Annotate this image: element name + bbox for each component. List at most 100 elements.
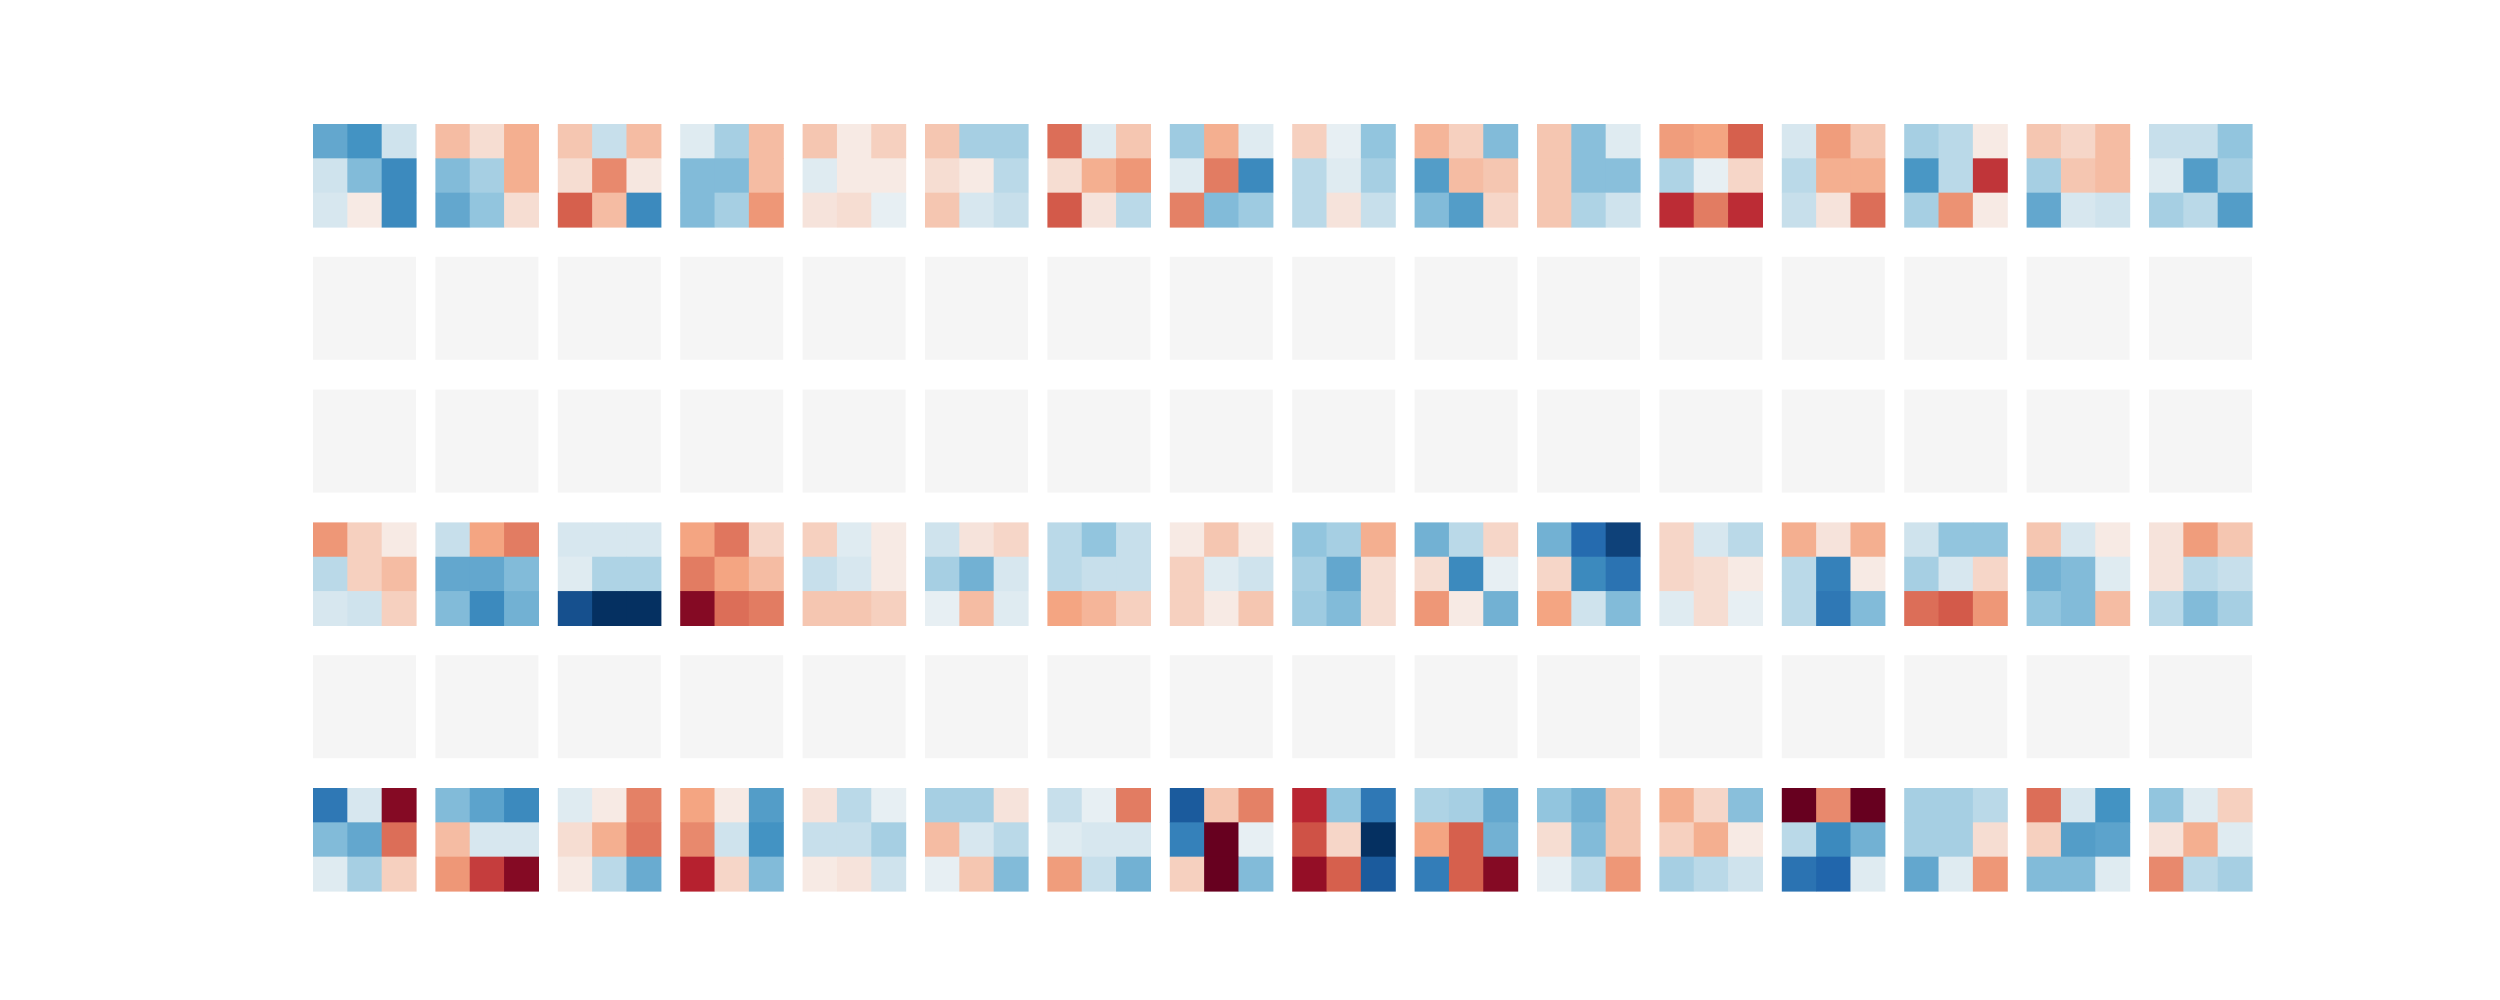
kernel-panel-r2-c13 — [1904, 389, 2008, 493]
heatmap-cell — [1728, 522, 1763, 558]
heatmap-cell — [1904, 556, 1940, 592]
heatmap-cell — [714, 192, 750, 228]
heatmap-cell — [993, 192, 1029, 228]
heatmap-cell — [836, 124, 872, 159]
heatmap-cell — [1448, 822, 1484, 858]
heatmap-cell — [381, 788, 417, 823]
heatmap-cell — [1448, 158, 1484, 194]
kernel-panel-r1-c14 — [2026, 256, 2130, 360]
heatmap-cell — [2060, 856, 2096, 892]
heatmap-cell — [925, 192, 960, 228]
heatmap-cell — [1047, 556, 1083, 592]
kernel-panel-r5-c4 — [802, 788, 907, 892]
kernel-panel-r5-c2 — [557, 788, 662, 892]
kernel-panel-r2-c4 — [802, 389, 906, 493]
heatmap-cell — [2217, 158, 2253, 194]
heatmap-cell — [2026, 856, 2062, 892]
heatmap-cell — [802, 158, 838, 194]
heatmap-cell — [1605, 788, 1641, 823]
heatmap-cell — [1537, 556, 1572, 592]
heatmap-cell — [504, 591, 539, 626]
heatmap-cell — [626, 522, 662, 558]
kernel-panel-r5-c10 — [1537, 788, 1641, 892]
heatmap-cell — [748, 856, 784, 892]
heatmap-cell — [1238, 192, 1274, 228]
heatmap-cell — [557, 556, 593, 592]
heatmap-cell — [347, 788, 383, 823]
heatmap-cell — [1169, 124, 1205, 159]
heatmap-cell — [1904, 192, 1940, 228]
heatmap-cell — [1204, 591, 1240, 626]
heatmap-cell — [871, 522, 907, 558]
heatmap-cell — [1781, 556, 1817, 592]
heatmap-cell — [1326, 556, 1362, 592]
heatmap-cell — [748, 192, 784, 228]
empty-panel — [1169, 256, 1273, 360]
heatmap-cell — [1169, 192, 1205, 228]
kernel-panel-r1-c1 — [435, 256, 539, 360]
heatmap-cell — [871, 192, 907, 228]
empty-panel — [1904, 389, 2008, 493]
heatmap-cell — [1728, 788, 1763, 823]
empty-panel — [680, 256, 784, 360]
heatmap-cell — [802, 788, 838, 823]
heatmap-cell — [313, 192, 348, 228]
heatmap-cell — [1571, 856, 1607, 892]
empty-panel — [1537, 389, 1640, 493]
heatmap-cell — [1904, 591, 1940, 626]
heatmap-cell — [1904, 788, 1940, 823]
heatmap-cell — [714, 591, 750, 626]
heatmap-cell — [313, 522, 348, 558]
heatmap-cell — [1816, 124, 1852, 159]
heatmap-cell — [1781, 124, 1817, 159]
heatmap-cell — [1292, 522, 1328, 558]
heatmap-cell — [1659, 591, 1695, 626]
empty-panel — [1047, 655, 1151, 759]
heatmap-cell — [1938, 158, 1974, 194]
heatmap-cell — [1238, 522, 1274, 558]
heatmap-cell — [2183, 158, 2219, 194]
heatmap-cell — [1360, 192, 1396, 228]
heatmap-cell — [1483, 822, 1519, 858]
heatmap-cell — [1169, 788, 1205, 823]
heatmap-cell — [680, 556, 716, 592]
heatmap-cell — [347, 556, 383, 592]
heatmap-cell — [1326, 158, 1362, 194]
heatmap-cell — [1693, 522, 1729, 558]
heatmap-cell — [1047, 591, 1083, 626]
heatmap-cell — [2095, 158, 2131, 194]
heatmap-cell — [2149, 556, 2184, 592]
heatmap-cell — [925, 124, 960, 159]
heatmap-cell — [1693, 591, 1729, 626]
kernel-panel-r0-c7 — [1169, 124, 1274, 228]
heatmap-cell — [2026, 522, 2062, 558]
heatmap-cell — [1204, 856, 1240, 892]
heatmap-cell — [2183, 556, 2219, 592]
kernel-panel-r1-c7 — [1169, 256, 1273, 360]
heatmap-cell — [1047, 856, 1083, 892]
kernel-panel-r4-c6 — [1047, 655, 1151, 759]
kernel-panel-r3-c10 — [1537, 522, 1641, 626]
heatmap-cell — [2217, 788, 2253, 823]
kernel-panel-r1-c9 — [1414, 256, 1518, 360]
heatmap-cell — [381, 192, 417, 228]
heatmap-cell — [435, 856, 471, 892]
heatmap-cell — [469, 522, 505, 558]
kernel-panel-r3-c6 — [1047, 522, 1151, 626]
empty-panel — [1292, 655, 1396, 759]
heatmap-cell — [1972, 556, 2008, 592]
heatmap-cell — [1850, 556, 1886, 592]
heatmap-cell — [2183, 591, 2219, 626]
heatmap-cell — [1605, 591, 1641, 626]
heatmap-cell — [1204, 522, 1240, 558]
heatmap-cell — [748, 822, 784, 858]
heatmap-cell — [1571, 591, 1607, 626]
heatmap-cell — [1816, 158, 1852, 194]
kernel-panel-r2-c14 — [2026, 389, 2130, 493]
empty-panel — [925, 655, 1028, 759]
heatmap-cell — [557, 158, 593, 194]
kernel-panel-r1-c0 — [313, 256, 416, 360]
heatmap-cell — [680, 856, 716, 892]
empty-panel — [1047, 256, 1151, 360]
